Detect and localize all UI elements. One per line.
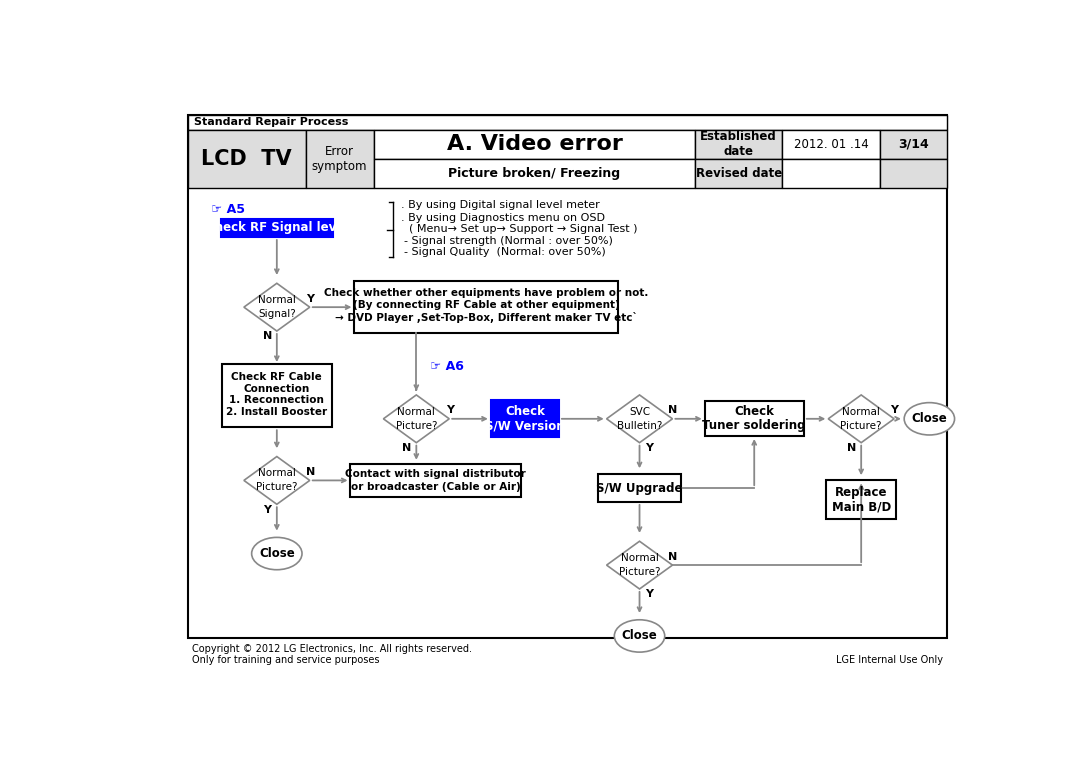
Text: Check: Check [734,405,774,418]
Text: Established
date: Established date [700,130,778,159]
Text: Normal: Normal [397,407,435,417]
Text: Close: Close [912,412,947,425]
Text: LCD  TV: LCD TV [201,149,292,169]
Text: ☞ A6: ☞ A6 [430,360,464,373]
Bar [490,401,559,437]
Bar [350,464,521,497]
Text: Y: Y [645,443,652,453]
Text: Y: Y [891,405,899,415]
Text: Signal?: Signal? [258,309,296,319]
Text: N: N [669,552,677,562]
Text: N: N [262,331,272,341]
Text: . By using Diagnostics menu on OSD: . By using Diagnostics menu on OSD [401,213,605,223]
Text: (By connecting RF Cable at other equipment): (By connecting RF Cable at other equipme… [353,300,620,310]
Text: Close: Close [622,629,658,642]
Text: N: N [847,443,856,453]
Bar [354,281,618,333]
Text: . By using Digital signal level meter: . By using Digital signal level meter [401,200,599,210]
Text: Picture?: Picture? [619,567,660,577]
Text: Y: Y [306,294,314,304]
Bar [220,219,333,237]
Bar [306,130,374,188]
Text: Y: Y [446,405,454,415]
Text: 3/14: 3/14 [899,138,929,151]
Bar [880,130,947,159]
Text: Normal: Normal [621,553,659,563]
Text: 2012. 01 .14: 2012. 01 .14 [794,138,868,151]
Text: S/W Version: S/W Version [485,419,565,433]
Text: Copyright © 2012 LG Electronics, Inc. All rights reserved.
Only for training and: Copyright © 2012 LG Electronics, Inc. Al… [191,644,472,665]
Text: N: N [306,467,314,477]
Text: A. Video error: A. Video error [446,134,622,154]
Ellipse shape [904,403,955,435]
Polygon shape [383,395,449,443]
Text: SVC: SVC [629,407,650,417]
Text: N: N [669,405,677,415]
Bar [188,130,306,188]
Text: Tuner soldering: Tuner soldering [702,419,806,433]
Bar [374,130,696,159]
Bar [374,159,696,188]
Text: Main B/D: Main B/D [832,500,891,513]
Bar [696,130,782,159]
Text: Picture broken/ Freezing: Picture broken/ Freezing [448,167,621,180]
Text: Picture?: Picture? [840,420,882,431]
Text: LGE Internal Use Only: LGE Internal Use Only [836,655,943,665]
Polygon shape [828,395,894,443]
Text: Normal: Normal [258,295,296,305]
Text: Connection: Connection [244,384,310,394]
Text: Picture?: Picture? [395,420,437,431]
Text: Normal: Normal [842,407,880,417]
Text: ( Menu→ Set up→ Support → Signal Test ): ( Menu→ Set up→ Support → Signal Test ) [408,224,637,234]
Text: Contact with signal distributor: Contact with signal distributor [346,469,526,479]
Polygon shape [244,456,310,504]
Text: 2. Install Booster: 2. Install Booster [227,407,327,417]
Bar [782,130,880,159]
Text: Revised date: Revised date [696,167,782,180]
Text: Picture?: Picture? [256,482,298,492]
Text: ☞ A5: ☞ A5 [211,203,245,216]
Polygon shape [607,395,673,443]
Text: → DVD Player ,Set-Top-Box, Different maker TV etc`: → DVD Player ,Set-Top-Box, Different mak… [335,312,637,324]
Text: Bulletin?: Bulletin? [617,420,662,431]
Text: Error
symptom: Error symptom [312,145,367,173]
Text: S/W Upgrade: S/W Upgrade [596,481,683,494]
Text: Y: Y [645,589,652,600]
Ellipse shape [252,537,302,570]
Text: Check RF Cable: Check RF Cable [231,372,322,382]
Bar [880,159,947,188]
Text: Normal: Normal [258,468,296,478]
Bar [704,401,804,436]
Bar [221,364,332,427]
Polygon shape [244,283,310,331]
Text: 1. Reconnection: 1. Reconnection [229,395,324,405]
Text: N: N [403,443,411,453]
Text: Close: Close [259,547,295,560]
Bar [188,114,947,130]
Bar [696,159,782,188]
Text: Y: Y [264,504,271,515]
Text: Check whether other equipments have problem or not.: Check whether other equipments have prob… [324,288,648,298]
Bar [597,475,681,502]
Polygon shape [607,541,673,589]
Bar [782,159,880,188]
Text: or broadcaster (Cable or Air): or broadcaster (Cable or Air) [351,481,521,491]
Text: - Signal Quality  (Normal: over 50%): - Signal Quality (Normal: over 50%) [404,247,606,257]
Ellipse shape [615,620,664,652]
Text: Check RF Signal level: Check RF Signal level [205,221,348,234]
Bar [188,114,947,639]
Bar [826,481,896,519]
Text: Check: Check [504,405,544,418]
Text: - Signal strength (Normal : over 50%): - Signal strength (Normal : over 50%) [404,236,612,246]
Text: Standard Repair Process: Standard Repair Process [194,118,348,127]
Text: Replace: Replace [835,486,888,499]
